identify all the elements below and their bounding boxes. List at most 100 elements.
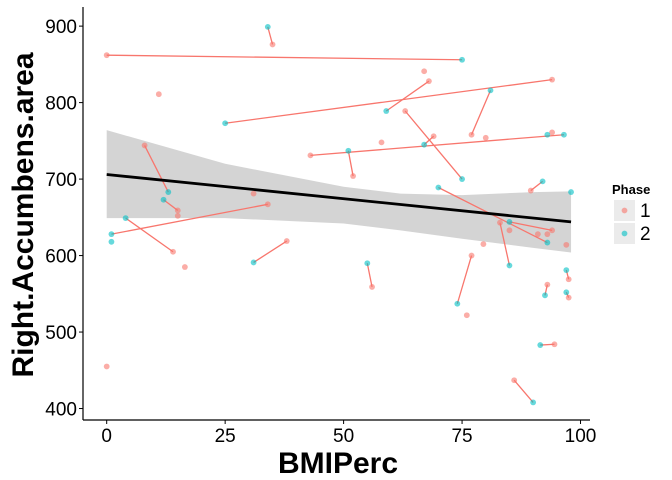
data-point-phase-1 — [170, 248, 176, 255]
pair-line — [310, 134, 564, 157]
data-point-phase-2 — [561, 131, 567, 138]
x-axis-title: BMIPerc — [278, 447, 398, 480]
data-point-phase-2 — [108, 238, 115, 245]
pair-line — [225, 79, 553, 124]
plot-area — [103, 23, 574, 406]
y-tick-label: 800 — [45, 94, 77, 115]
data-point-phase-1 — [565, 294, 572, 301]
data-point-phase-2 — [222, 120, 229, 127]
pair-line — [456, 255, 473, 304]
data-point-phase-1 — [174, 212, 181, 219]
data-point-phase-2 — [165, 189, 172, 195]
pair-line — [385, 80, 430, 112]
data-point-phase-2 — [435, 184, 442, 191]
pair-line — [509, 221, 553, 231]
data-point-phase-2 — [264, 23, 271, 30]
data-point-phase-1 — [269, 41, 276, 48]
legend-key-point — [621, 207, 628, 214]
data-point-phase-1 — [250, 190, 257, 197]
pair-line — [253, 240, 288, 263]
data-point-phase-1 — [350, 173, 356, 179]
data-point-phase-1 — [264, 201, 271, 208]
data-point-phase-1 — [544, 231, 551, 238]
data-point-phase-2 — [345, 147, 352, 154]
x-tick-label: 75 — [451, 426, 472, 447]
y-tick-label: 900 — [45, 17, 77, 38]
data-point-phase-1 — [480, 241, 487, 247]
x-tick-label: 100 — [565, 426, 597, 447]
data-point-phase-1 — [430, 133, 437, 140]
data-point-phase-1 — [421, 68, 428, 75]
pair-line — [347, 150, 354, 177]
fit-line-layer — [106, 173, 572, 224]
legend-label: 2 — [640, 224, 651, 245]
y-tick-label: 400 — [45, 400, 77, 421]
x-tick-label: 50 — [333, 426, 354, 447]
pair-line — [163, 199, 179, 211]
confidence-ribbon-layer — [106, 130, 572, 253]
data-point-phase-1 — [369, 284, 375, 290]
data-point-phase-1 — [551, 341, 558, 348]
data-point-phase-1 — [511, 377, 518, 384]
y-tick-label: 600 — [45, 247, 77, 268]
pair-line — [144, 145, 169, 193]
data-point-phase-2 — [454, 300, 461, 307]
pair-line — [499, 222, 511, 266]
pair-line — [106, 54, 463, 61]
confidence-ribbon — [106, 130, 572, 253]
pair-line — [366, 263, 373, 288]
data-point-phase-2 — [487, 87, 494, 94]
legend-title: Phase — [612, 182, 650, 197]
y-tick-label: 700 — [45, 170, 77, 191]
data-point-phase-2 — [568, 189, 574, 195]
data-point-phase-2 — [459, 176, 465, 182]
data-point-phase-1 — [181, 264, 188, 270]
data-point-phase-1 — [103, 363, 110, 370]
data-point-phase-1 — [155, 91, 162, 98]
x-tick-label: 0 — [101, 426, 112, 447]
data-point-phase-1 — [402, 108, 409, 114]
data-point-phase-1 — [174, 207, 181, 214]
data-point-phase-1 — [425, 78, 432, 85]
data-point-phase-1 — [549, 129, 555, 136]
data-point-phase-2 — [122, 215, 129, 221]
data-point-phase-1 — [141, 142, 148, 149]
data-point-phase-2 — [539, 178, 546, 185]
x-ticks: 0 25 50 75 100 — [101, 420, 596, 447]
x-tick-label: 25 — [215, 426, 236, 447]
data-point-phase-1 — [544, 281, 551, 288]
data-point-phase-2 — [563, 289, 570, 296]
data-point-phase-1 — [468, 131, 475, 138]
regression-line — [106, 173, 572, 224]
data-point-phase-2 — [506, 219, 513, 225]
legend: Phase 12 — [612, 182, 651, 245]
data-point-phase-2 — [108, 231, 115, 238]
data-point-phase-1 — [549, 227, 555, 234]
data-point-phase-1 — [527, 187, 534, 194]
data-point-phase-2 — [364, 260, 371, 267]
data-point-phase-2 — [563, 267, 570, 273]
data-point-phase-2 — [544, 239, 551, 246]
data-point-phase-1 — [103, 52, 110, 59]
pair-line — [267, 26, 274, 45]
y-tick-label: 500 — [45, 323, 77, 344]
data-point-phase-1 — [534, 231, 541, 238]
data-point-phase-1 — [307, 152, 314, 159]
data-point-phase-1 — [506, 227, 513, 234]
data-point-phase-1 — [482, 134, 489, 141]
data-point-phase-2 — [421, 141, 428, 148]
y-ticks: 400 500 600 700 800 900 — [45, 17, 83, 421]
data-point-phase-1 — [468, 252, 475, 259]
data-point-phase-2 — [537, 342, 544, 348]
data-point-phase-1 — [563, 241, 570, 248]
data-point-phase-1 — [565, 276, 572, 283]
y-axis-title: Right.Accumbens.area — [7, 52, 40, 377]
data-point-phase-1 — [497, 219, 503, 226]
data-point-phase-2 — [542, 292, 548, 299]
data-point-phase-2 — [544, 131, 551, 138]
data-point-phase-2 — [530, 399, 537, 406]
pair-line — [111, 203, 268, 235]
data-point-phase-2 — [250, 259, 257, 266]
pair-line — [125, 217, 174, 253]
data-point-phase-1 — [463, 312, 470, 319]
